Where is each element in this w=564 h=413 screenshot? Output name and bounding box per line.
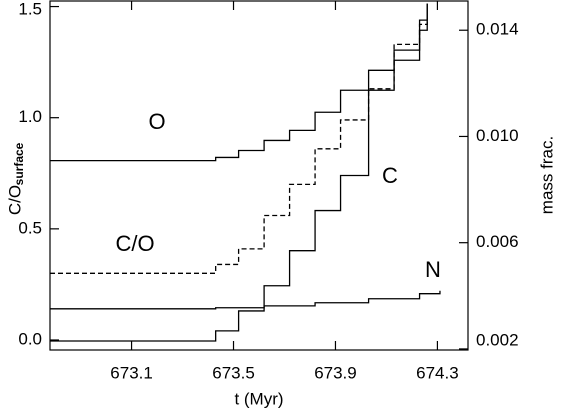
x-tick-label: 673.5 [212,363,255,382]
y-tick-label: 0.0 [18,329,42,348]
x-tick-label: 674.3 [416,363,459,382]
series-label: C/O [115,231,154,256]
series-label: N [425,257,441,282]
series-label: O [148,109,165,134]
plot-frame [49,0,469,351]
x-tick-label: 673.1 [110,363,153,382]
y-tick-label: 1.0 [18,107,42,126]
y-axis-label-sub: surface [12,142,26,185]
series-line [50,17,428,274]
series-line [50,3,428,342]
y2-tick-label: 0.002 [476,330,519,349]
y2-tick-label: 0.006 [476,232,519,251]
series-label: C [382,163,398,188]
y-tick-label: 1.5 [18,0,42,18]
y2-tick-label: 0.014 [476,20,519,39]
x-tick-label: 673.9 [314,363,357,382]
y2-tick-label: 0.010 [476,126,519,145]
x-axis-label: t (Myr) [234,389,283,408]
series-line [50,3,428,162]
y-axis-label: C/O surface [5,142,26,215]
series-line [50,290,441,310]
y2-axis-label: mass frac. [537,136,556,214]
y-axis-label-main: C/O [5,185,24,215]
y-tick-label: 0.5 [18,218,42,237]
